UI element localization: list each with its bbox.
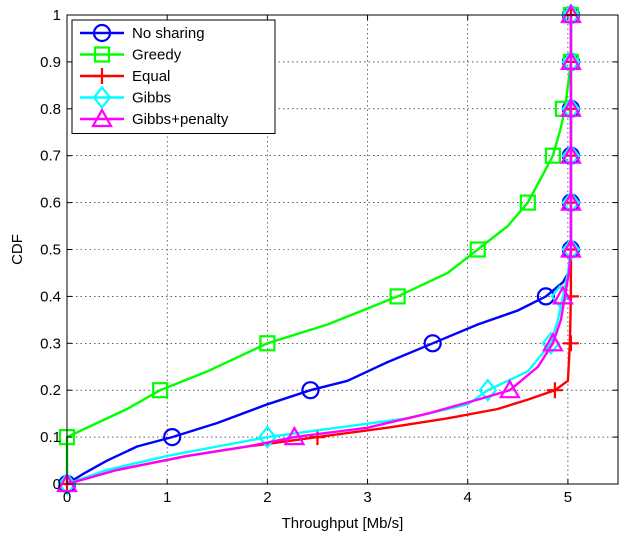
data-point-marker	[423, 334, 442, 353]
data-point-marker	[259, 335, 276, 352]
data-point-marker	[560, 97, 582, 117]
data-point-marker	[519, 194, 536, 211]
series-line	[66, 15, 573, 486]
y-tick-label: 0.4	[40, 288, 61, 305]
legend-item: No sharing	[80, 23, 205, 43]
y-axis-label: CDF	[9, 234, 26, 265]
data-point-marker	[283, 425, 306, 446]
data-point-marker	[560, 144, 582, 164]
legend-marker	[92, 85, 112, 110]
series-gibbs-penalty	[56, 3, 582, 493]
y-tick-label: 0.7	[40, 148, 61, 165]
x-tick-label: 1	[163, 489, 171, 506]
legend-label: Greedy	[132, 47, 182, 64]
legend-label: Gibbs+penalty	[132, 111, 229, 128]
x-tick-label: 5	[564, 489, 572, 506]
data-point-marker	[152, 382, 169, 399]
data-point-marker	[536, 287, 555, 306]
data-point-marker	[542, 332, 564, 352]
data-point-marker	[57, 472, 77, 496]
data-point-marker	[257, 425, 277, 449]
data-point-marker	[163, 428, 182, 447]
x-axis-label: Throughput [Mb/s]	[282, 515, 404, 532]
data-point-marker	[560, 238, 582, 258]
data-point-marker	[560, 191, 582, 211]
data-point-marker	[498, 378, 521, 399]
tick-labels: 0 1 2 3 4 5 0 0.1 0.2 0.3 0.4 0.5 0.6 0.7 0.8 0.9 1	[40, 7, 572, 506]
y-tick-label: 0.3	[40, 335, 61, 352]
legend-marker	[91, 107, 113, 128]
data-point-marker	[562, 335, 579, 352]
data-point-marker	[546, 382, 563, 399]
y-tick-label: 0.5	[40, 242, 61, 259]
legend-item: Gibbs	[80, 85, 171, 110]
legend-label: Equal	[132, 68, 170, 85]
x-tick-label: 3	[363, 489, 371, 506]
y-tick-label: 0.2	[40, 382, 61, 399]
data-point-marker	[301, 381, 320, 400]
y-tick-label: 1	[53, 7, 61, 24]
axes	[66, 14, 619, 485]
legend-label: Gibbs	[132, 90, 171, 107]
legend-label: No sharing	[132, 25, 205, 42]
series-line	[66, 15, 573, 486]
x-tick-label: 4	[464, 489, 472, 506]
legend: No sharing Greedy Equal Gibbs Gibbs+penalty	[71, 19, 276, 134]
y-tick-label: 0	[53, 476, 61, 493]
data-point-marker	[544, 147, 561, 164]
data-point-marker	[56, 472, 78, 493]
legend-item: Equal	[80, 68, 170, 85]
y-tick-label: 0.8	[40, 101, 61, 118]
legend-marker	[93, 46, 111, 63]
data-point-marker	[469, 241, 486, 258]
x-tick-label: 2	[263, 489, 271, 506]
legend-item: Greedy	[80, 46, 182, 64]
data-point-marker	[560, 3, 582, 24]
grid-lines	[67, 15, 618, 484]
legend-marker	[92, 23, 112, 43]
legend-item: Gibbs+penalty	[80, 107, 229, 128]
y-tick-label: 0.9	[40, 54, 61, 71]
x-tick-label: 0	[63, 489, 71, 506]
data-point-marker	[552, 285, 574, 305]
data-point-marker	[309, 429, 326, 446]
y-tick-label: 0.1	[40, 429, 61, 446]
y-tick-label: 0.6	[40, 195, 61, 212]
legend-marker	[94, 68, 110, 84]
series-line	[66, 15, 573, 486]
data-point-marker	[560, 50, 582, 70]
data-point-marker	[478, 378, 498, 402]
series-layer	[56, 3, 582, 496]
data-point-marker	[389, 288, 406, 305]
